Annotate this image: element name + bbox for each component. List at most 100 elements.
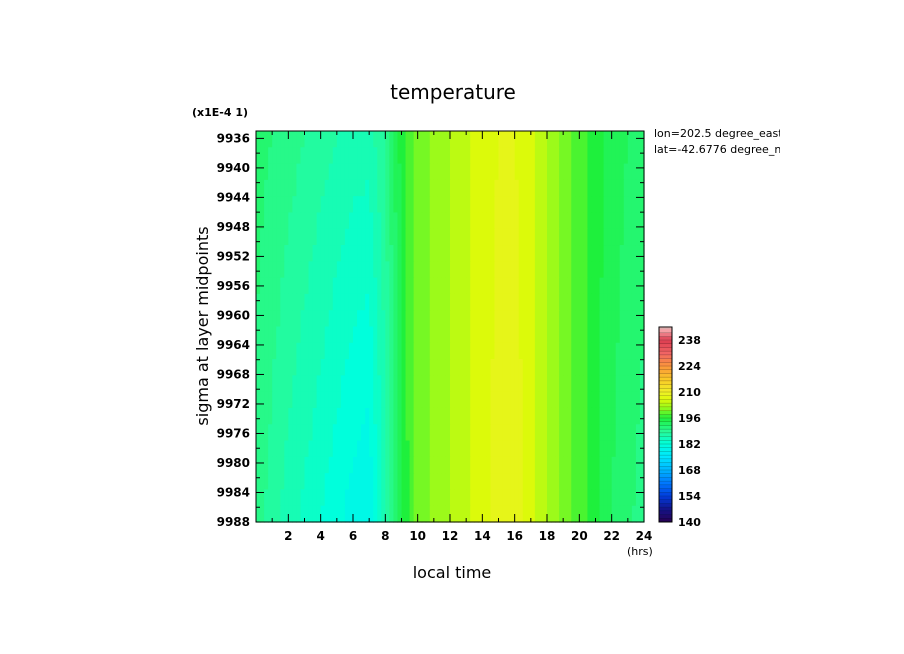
heat-cell — [639, 456, 645, 474]
heat-cell — [542, 277, 548, 295]
heat-cell — [522, 261, 528, 279]
heat-cell — [486, 456, 492, 474]
heat-cell — [280, 424, 285, 442]
heat-cell — [571, 326, 576, 344]
heat-cell — [563, 179, 568, 197]
heat-cell — [514, 163, 520, 181]
heat-cell — [300, 277, 306, 295]
heat-cell — [300, 407, 306, 425]
heat-cell — [284, 163, 289, 181]
heat-cell — [547, 489, 552, 507]
heat-cell — [462, 147, 467, 165]
heat-cell — [413, 212, 419, 230]
heat-cell — [429, 147, 435, 165]
heat-cell — [268, 196, 273, 214]
heat-cell — [413, 245, 419, 262]
heat-cell — [433, 293, 439, 311]
heat-cell — [304, 277, 310, 295]
heat-cell — [466, 131, 471, 148]
heat-cell — [631, 196, 637, 214]
heat-cell — [288, 375, 293, 393]
heat-cell — [555, 245, 560, 262]
heat-cell — [559, 293, 564, 311]
heat-cell — [575, 456, 580, 474]
heat-cell — [365, 245, 370, 262]
heat-cell — [603, 147, 609, 165]
x-tick-label: 18 — [539, 529, 556, 543]
heat-cell — [425, 277, 431, 295]
heat-cell — [413, 293, 419, 311]
heat-cell — [450, 212, 455, 230]
heat-cell — [547, 131, 552, 148]
heat-cell — [437, 326, 443, 344]
heat-cell — [514, 489, 520, 507]
colorbar-swatch — [659, 451, 672, 456]
heat-cell — [526, 407, 532, 425]
heat-cell — [373, 342, 378, 360]
heat-cell — [308, 407, 314, 425]
heat-cell — [486, 375, 492, 393]
heat-cell — [441, 245, 447, 262]
heat-cell — [555, 293, 560, 311]
heat-cell — [474, 245, 479, 262]
heat-cell — [587, 245, 593, 262]
heat-cell — [534, 261, 540, 279]
heat-cell — [595, 245, 601, 262]
heat-cell — [635, 147, 641, 165]
heat-cell — [567, 375, 572, 393]
heat-cell — [555, 505, 560, 523]
heat-cell — [579, 277, 584, 295]
heat-cell — [547, 456, 552, 474]
heat-cell — [280, 326, 285, 344]
heat-cell — [631, 456, 637, 474]
heat-cell — [563, 131, 568, 148]
heat-cell — [494, 440, 500, 458]
heat-cell — [296, 163, 302, 181]
heat-cell — [284, 245, 289, 262]
heat-cell — [450, 326, 455, 344]
heat-cell — [385, 147, 390, 165]
heat-cell — [454, 473, 459, 491]
heat-cell — [361, 407, 366, 425]
heat-cell — [611, 212, 617, 230]
heat-cell — [425, 212, 431, 230]
heat-cell — [373, 277, 378, 295]
heat-cell — [502, 147, 508, 165]
heat-cell — [304, 245, 310, 262]
heat-cell — [365, 261, 370, 279]
colorbar-swatch — [659, 369, 672, 374]
heat-cell — [425, 342, 431, 360]
heat-cell — [401, 163, 407, 181]
heat-cell — [542, 407, 548, 425]
heat-cell — [635, 212, 641, 230]
heat-cell — [510, 212, 516, 230]
heat-cell — [437, 179, 443, 197]
heat-cell — [555, 375, 560, 393]
heat-cell — [623, 424, 629, 442]
heat-cell — [514, 196, 520, 214]
heat-cell — [470, 196, 475, 214]
heat-cell — [603, 391, 609, 409]
heat-cell — [639, 407, 645, 425]
heat-cell — [344, 375, 350, 393]
heat-cell — [575, 505, 580, 523]
x-axis: 2 4 6 8 10 12 14 16 18 20 22 24 — [271, 131, 652, 543]
y-tick-label: 9972 — [217, 397, 250, 411]
heat-cell — [324, 456, 330, 474]
heat-cell — [340, 456, 346, 474]
heat-cell — [611, 277, 617, 295]
heat-cell — [563, 440, 568, 458]
heat-cell — [506, 179, 512, 197]
heat-cell — [393, 359, 399, 376]
heat-cell — [526, 489, 532, 507]
heat-cell — [300, 326, 306, 344]
heat-cell — [425, 326, 431, 344]
heat-cell — [490, 212, 496, 230]
heat-cell — [567, 424, 572, 442]
heat-cell — [522, 277, 528, 295]
heat-cell — [413, 489, 419, 507]
colorbar-swatch — [659, 340, 672, 345]
heat-cell — [296, 407, 302, 425]
heat-cell — [280, 228, 285, 246]
heat-cell — [417, 326, 423, 344]
